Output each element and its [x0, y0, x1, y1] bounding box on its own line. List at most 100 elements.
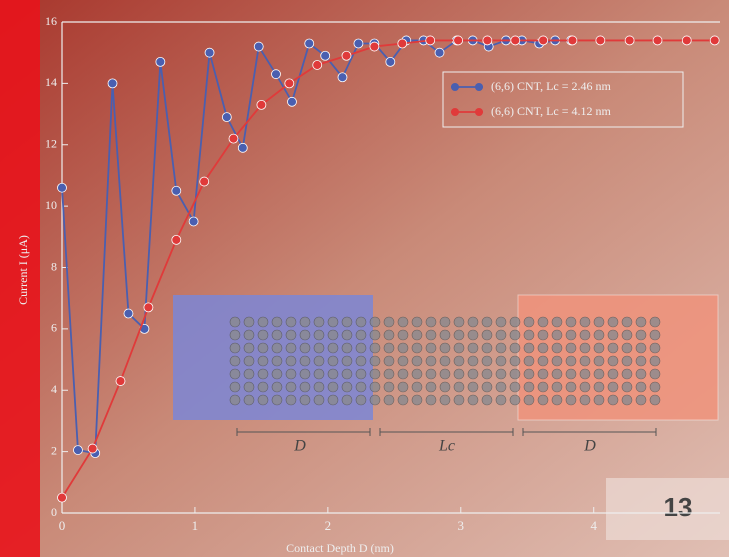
- data-point: [426, 36, 435, 45]
- atom: [622, 330, 632, 340]
- atom: [258, 369, 268, 379]
- atom: [398, 330, 408, 340]
- atom: [608, 343, 618, 353]
- atom: [258, 382, 268, 392]
- atom: [468, 369, 478, 379]
- atom: [496, 330, 506, 340]
- atom: [650, 330, 660, 340]
- atom: [230, 382, 240, 392]
- data-point: [435, 48, 444, 57]
- legend-marker: [475, 108, 483, 116]
- y-tick-label: 10: [45, 198, 57, 212]
- atom: [412, 382, 422, 392]
- atom: [566, 382, 576, 392]
- atom: [356, 317, 366, 327]
- diagram-label: Lc: [438, 438, 455, 455]
- atom: [244, 356, 254, 366]
- atom: [482, 317, 492, 327]
- atom: [426, 343, 436, 353]
- atom: [384, 330, 394, 340]
- data-point: [116, 377, 125, 386]
- atom: [440, 369, 450, 379]
- y-tick-label: 2: [51, 443, 57, 457]
- atom: [272, 317, 282, 327]
- data-point: [653, 36, 662, 45]
- atom: [244, 343, 254, 353]
- atom: [300, 356, 310, 366]
- atom: [566, 356, 576, 366]
- atom: [510, 343, 520, 353]
- atom: [580, 356, 590, 366]
- atom: [496, 317, 506, 327]
- data-point: [370, 42, 379, 51]
- atom: [594, 395, 604, 405]
- y-tick-label: 0: [51, 505, 57, 519]
- atom: [524, 317, 534, 327]
- atom: [370, 395, 380, 405]
- atom: [398, 356, 408, 366]
- atom: [440, 395, 450, 405]
- data-point: [257, 100, 266, 109]
- data-point: [483, 36, 492, 45]
- data-point: [238, 143, 247, 152]
- atom: [580, 395, 590, 405]
- atom: [328, 395, 338, 405]
- atom: [524, 356, 534, 366]
- y-axis-label: Current I (μA): [16, 235, 30, 305]
- data-point: [342, 51, 351, 60]
- atom: [244, 317, 254, 327]
- atom: [300, 369, 310, 379]
- data-point: [229, 134, 238, 143]
- atom: [370, 317, 380, 327]
- data-point: [172, 235, 181, 244]
- atom: [272, 382, 282, 392]
- atom: [482, 330, 492, 340]
- atom: [370, 330, 380, 340]
- atom: [314, 395, 324, 405]
- y-tick-label: 6: [51, 321, 57, 335]
- atom: [370, 343, 380, 353]
- data-point: [313, 60, 322, 69]
- atom: [342, 369, 352, 379]
- data-point: [386, 57, 395, 66]
- atom: [230, 395, 240, 405]
- atom: [342, 382, 352, 392]
- atom: [566, 395, 576, 405]
- atom: [608, 382, 618, 392]
- atom: [566, 330, 576, 340]
- atom: [426, 356, 436, 366]
- atom: [566, 343, 576, 353]
- atom: [524, 343, 534, 353]
- atom: [356, 343, 366, 353]
- atom: [258, 317, 268, 327]
- data-point: [398, 39, 407, 48]
- atom: [286, 343, 296, 353]
- legend-label: (6,6) CNT, Lc = 2.46 nm: [491, 79, 612, 93]
- atom: [524, 395, 534, 405]
- atom: [482, 395, 492, 405]
- atom: [454, 382, 464, 392]
- atom: [328, 382, 338, 392]
- atom: [272, 395, 282, 405]
- data-point: [254, 42, 263, 51]
- atom: [566, 369, 576, 379]
- atom: [580, 369, 590, 379]
- legend-marker: [451, 108, 459, 116]
- atom: [594, 356, 604, 366]
- diagram-label: D: [293, 438, 306, 455]
- data-point: [287, 97, 296, 106]
- atom: [510, 330, 520, 340]
- atom: [384, 382, 394, 392]
- atom: [482, 369, 492, 379]
- data-point: [568, 36, 577, 45]
- atom: [622, 317, 632, 327]
- atom: [356, 395, 366, 405]
- atom: [230, 343, 240, 353]
- data-point: [539, 36, 548, 45]
- atom: [482, 343, 492, 353]
- atom: [580, 317, 590, 327]
- atom: [412, 356, 422, 366]
- atom: [328, 369, 338, 379]
- atom: [510, 356, 520, 366]
- atom: [594, 343, 604, 353]
